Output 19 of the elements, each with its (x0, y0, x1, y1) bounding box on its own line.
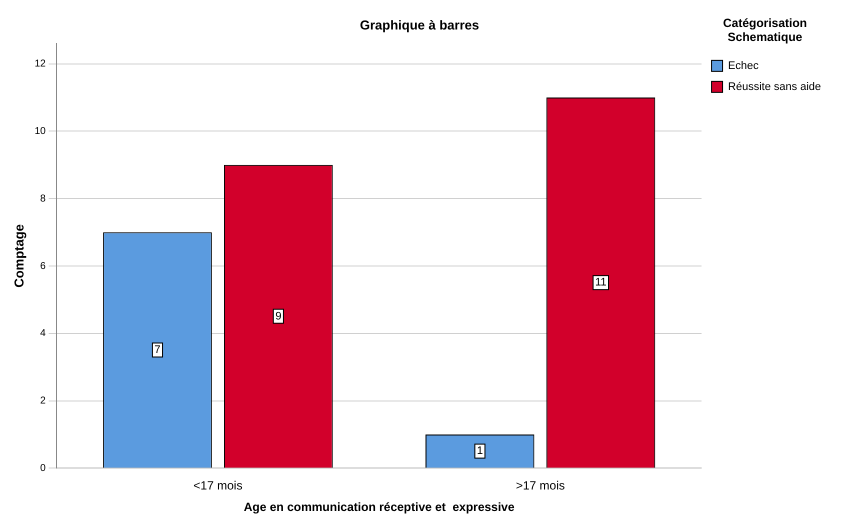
y-tick-label: 6 (40, 260, 46, 272)
y-tick-label: 0 (40, 462, 46, 474)
legend-title: Catégorisation Schematique (722, 16, 808, 44)
legend-label: Echec (728, 60, 760, 72)
y-axis-title: Comptage (11, 224, 26, 288)
y-tick-label: 4 (40, 328, 46, 340)
x-tick-label: <17 mois (193, 478, 242, 493)
y-tick-label: 2 (40, 396, 46, 407)
data-label: 1 (476, 445, 483, 458)
y-tick-label: 12 (34, 58, 46, 70)
x-axis-title: Age en communication réceptive et expressive (244, 500, 515, 514)
legend-label: Réussite sans aide (728, 80, 822, 93)
data-label: 7 (154, 344, 161, 356)
data-label: 9 (275, 310, 282, 322)
y-tick-label: 10 (34, 126, 46, 137)
y-tick-label: 8 (40, 193, 46, 204)
data-label: 11 (595, 276, 607, 289)
x-tick-label: >17 mois (516, 478, 565, 493)
chart-title: Graphique à barres (360, 17, 480, 32)
